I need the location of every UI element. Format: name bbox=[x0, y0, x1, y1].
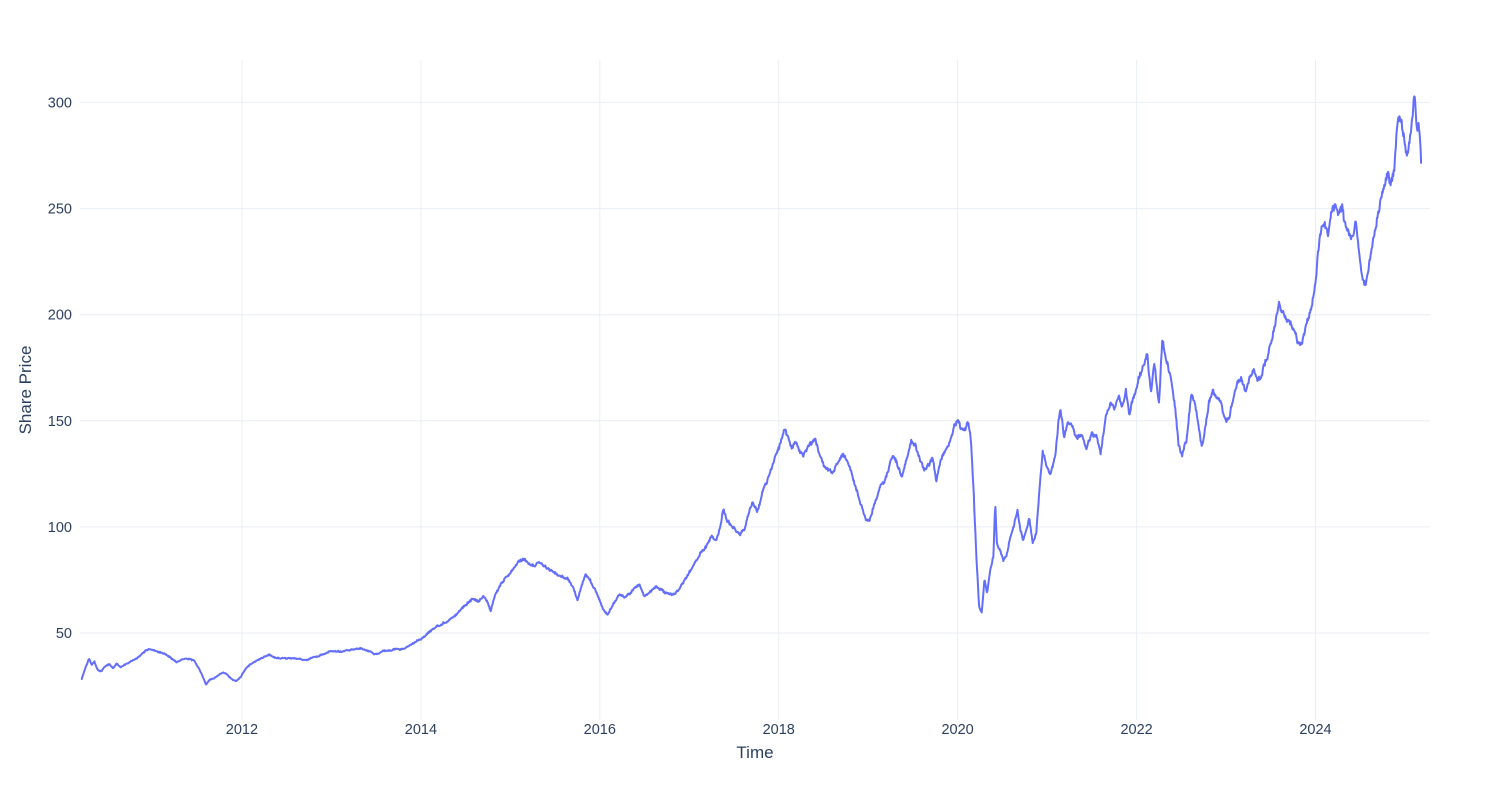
price-line-series[interactable] bbox=[80, 95, 1423, 686]
tick-labels: 50 100 150 200 250 300 2012 2014 2016 2018 2020 202… bbox=[48, 95, 1332, 738]
x-axis-title: Time bbox=[736, 743, 774, 762]
y-tick-label: 100 bbox=[48, 520, 72, 536]
y-tick-label: 300 bbox=[48, 95, 72, 111]
x-tick-label: 2012 bbox=[226, 722, 258, 738]
gridlines bbox=[80, 60, 1430, 720]
x-tick-label: 2016 bbox=[584, 722, 616, 738]
y-tick-label: 200 bbox=[48, 308, 72, 324]
x-tick-label: 2020 bbox=[941, 722, 973, 738]
x-tick-label: 2024 bbox=[1299, 722, 1331, 738]
y-axis-title: Share Price bbox=[16, 345, 35, 435]
x-tick-label: 2018 bbox=[763, 722, 795, 738]
y-tick-label: 50 bbox=[56, 626, 72, 642]
y-tick-label: 150 bbox=[48, 414, 72, 430]
x-tick-label: 2022 bbox=[1120, 722, 1152, 738]
x-tick-label: 2014 bbox=[405, 722, 437, 738]
y-tick-label: 250 bbox=[48, 202, 72, 218]
